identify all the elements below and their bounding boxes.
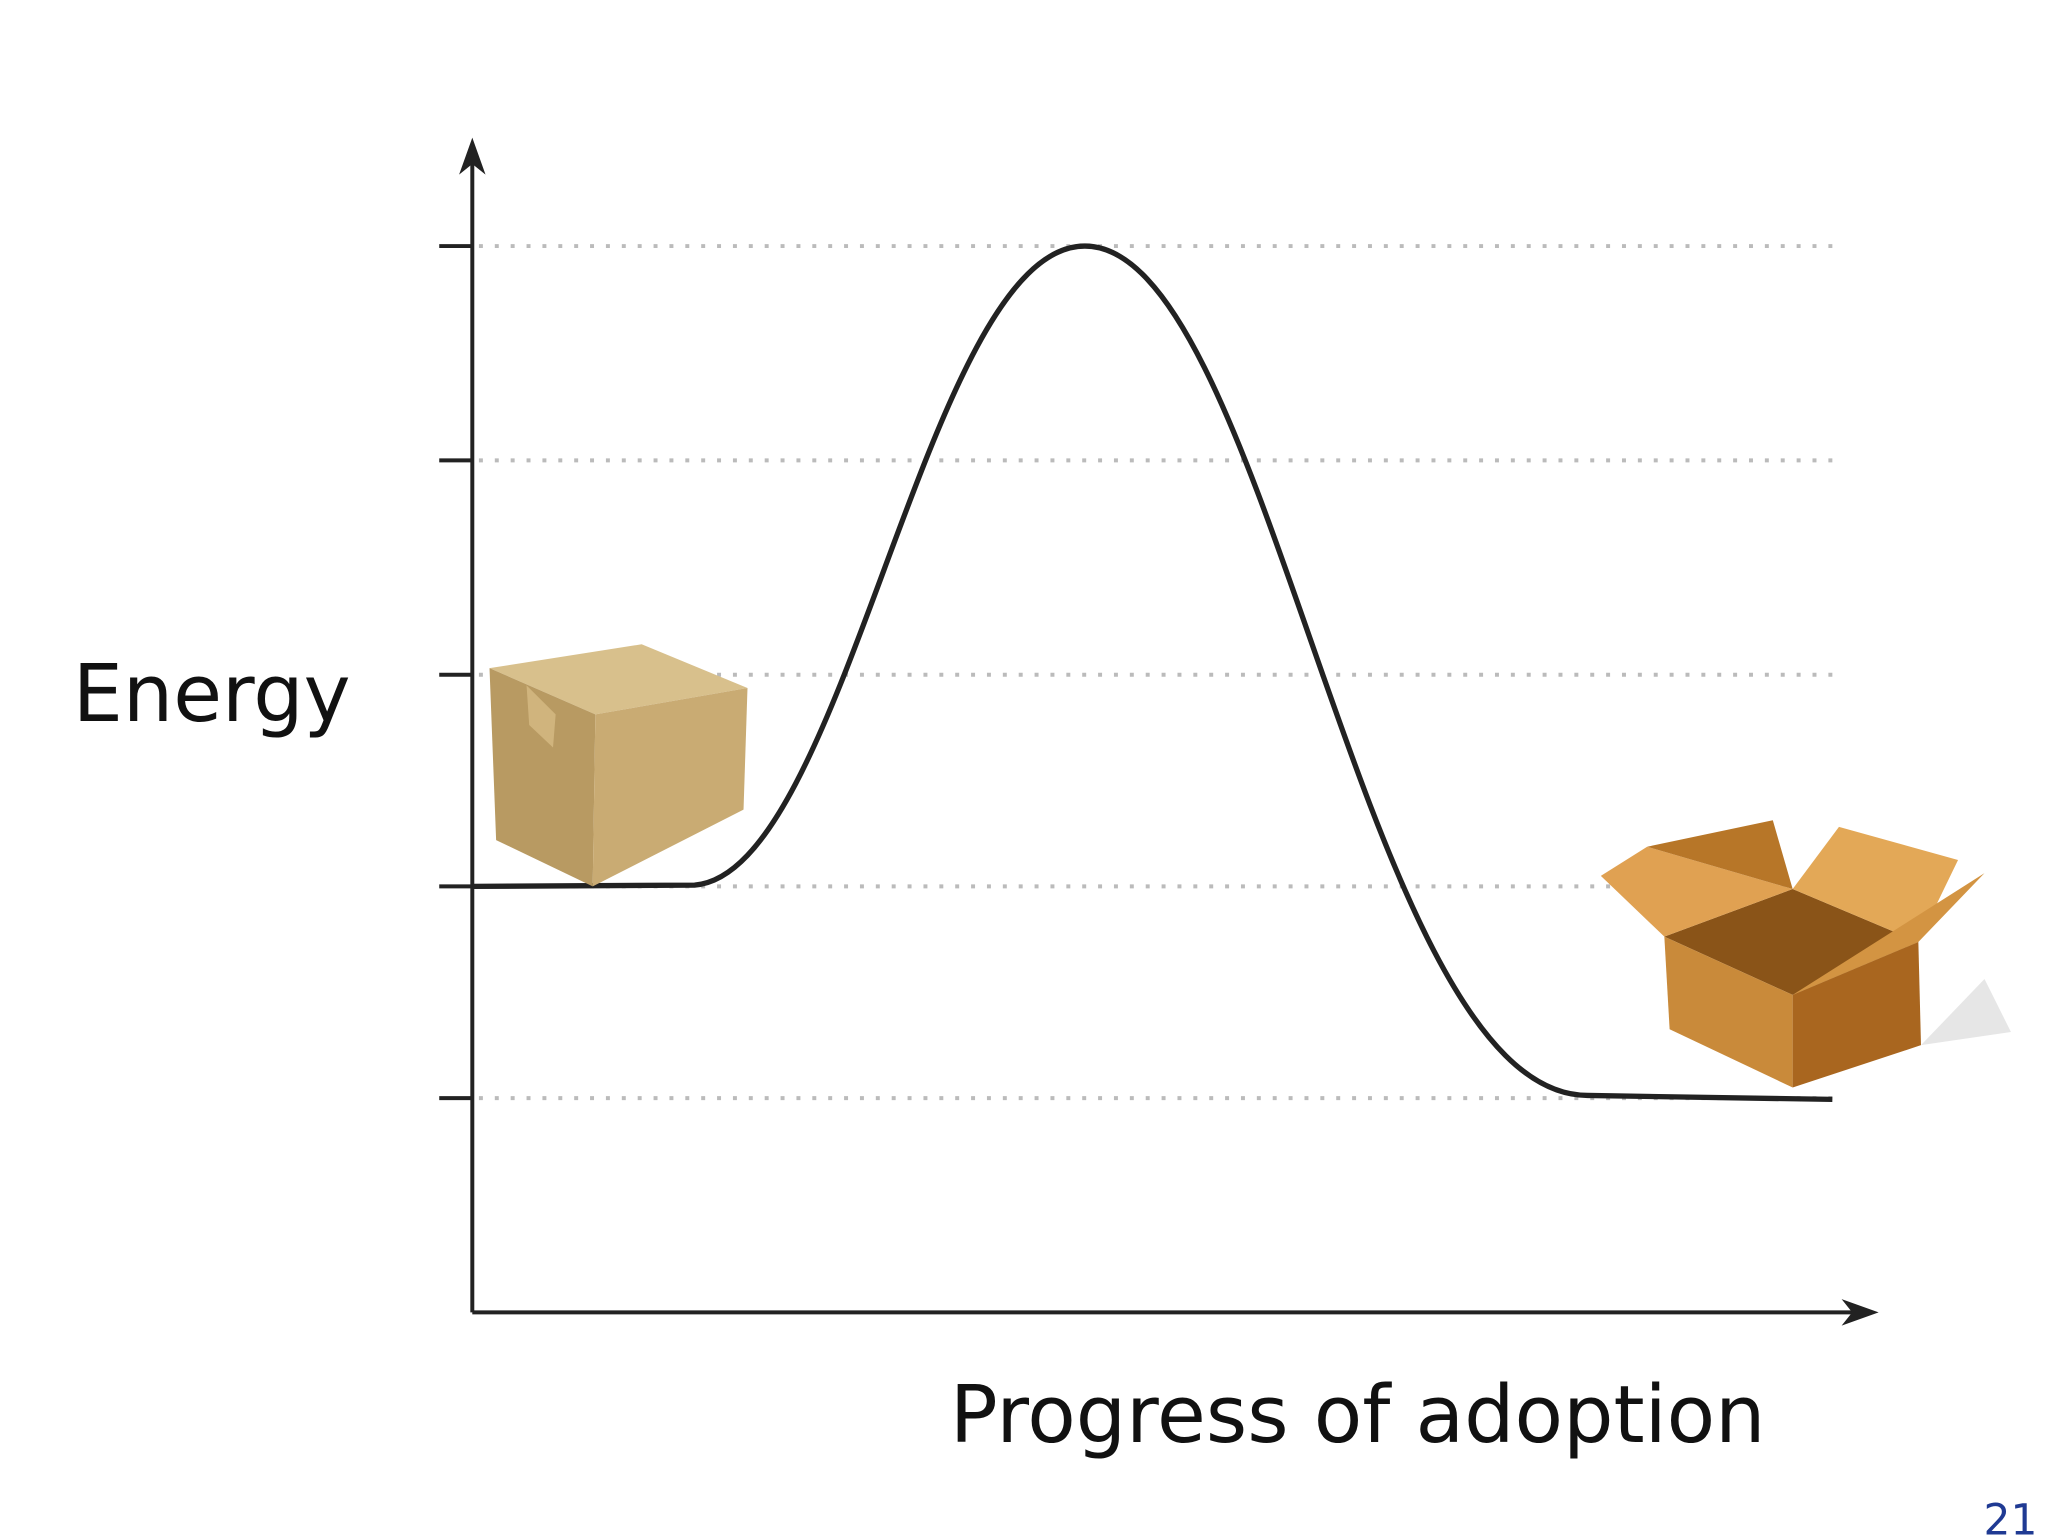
box-flap [1647, 820, 1793, 890]
y-arrow [459, 137, 486, 175]
page-number: 21 [1984, 1496, 2038, 1536]
box-left [1664, 936, 1793, 1088]
y-axis-label: Energy [73, 647, 351, 740]
box-flap [1792, 826, 1959, 942]
box-top [489, 644, 748, 715]
box-tape [526, 685, 556, 748]
box-right [1792, 941, 1921, 1088]
box-shadow [1920, 979, 2011, 1046]
box-side [489, 668, 596, 887]
box-front [592, 687, 748, 887]
box-flap [1600, 846, 1793, 937]
axes [439, 156, 1859, 1315]
x-arrow [1841, 1299, 1879, 1326]
x-axis-label: Progress of adoption [950, 1368, 1766, 1461]
energy-curve [472, 243, 1833, 1103]
closed-box [489, 644, 748, 887]
open-box [1600, 820, 2011, 1088]
